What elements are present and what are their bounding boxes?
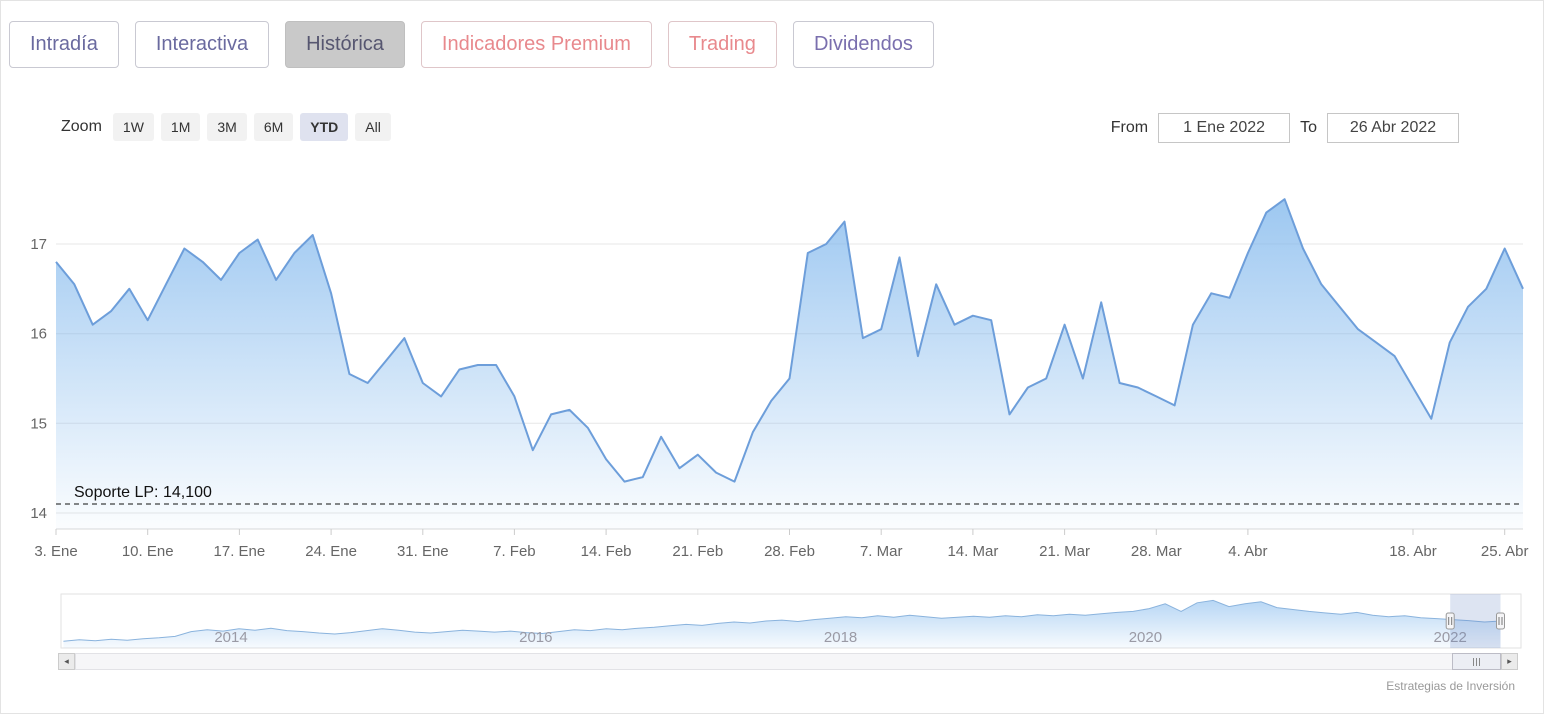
range-button-6m[interactable]: 6M xyxy=(253,113,294,141)
x-axis-label: 3. Ene xyxy=(34,543,77,560)
range-button-all[interactable]: All xyxy=(355,113,391,141)
right-arrow-icon: ▸ xyxy=(1507,656,1512,666)
left-arrow-icon: ◂ xyxy=(64,656,69,666)
main-price-chart[interactable]: 14 15 16 17 Soporte LP: 14,100 3. Ene 10. Ene 1… xyxy=(1,166,1544,566)
support-annotation-label: Soporte LP: 14,100 xyxy=(74,484,212,501)
tab-trading[interactable]: Trading xyxy=(667,21,777,68)
x-axis-label: 4. Abr xyxy=(1228,543,1267,560)
scrollbar-thumb[interactable] xyxy=(1452,653,1501,670)
zoom-label: Zoom xyxy=(61,118,102,135)
navigator-year-label: 2020 xyxy=(1129,629,1162,646)
scrollbar-left-arrow-button[interactable]: ◂ xyxy=(58,653,75,670)
navigator-year-label: 2014 xyxy=(214,629,247,646)
x-axis-label: 10. Ene xyxy=(122,543,174,560)
navigator-area-fill xyxy=(63,600,1501,648)
tab-bar: Intradía Interactiva Histórica Indicador… xyxy=(9,21,934,68)
x-axis-label: 21. Feb xyxy=(672,543,723,560)
to-label: To xyxy=(1300,119,1317,136)
x-axis-label: 18. Abr xyxy=(1389,543,1437,560)
x-axis-label: 24. Ene xyxy=(305,543,357,560)
navigator-selected-range[interactable] xyxy=(1450,594,1501,648)
range-button-1m[interactable]: 1M xyxy=(160,113,201,141)
zoom-range-selector: Zoom 1W 1M 3M 6M YTD All xyxy=(61,113,391,141)
from-label: From xyxy=(1110,119,1149,136)
thumb-grip-icon xyxy=(1473,657,1474,666)
navigator-year-label: 2022 xyxy=(1434,629,1467,646)
range-button-3m[interactable]: 3M xyxy=(207,113,247,141)
y-axis-label: 17 xyxy=(30,236,47,253)
navigator-year-label: 2018 xyxy=(824,629,857,646)
y-axis-label: 16 xyxy=(30,326,47,343)
to-date-input[interactable] xyxy=(1327,113,1459,143)
scrollbar-right-arrow-button[interactable]: ▸ xyxy=(1501,653,1518,670)
tab-dividendos[interactable]: Dividendos xyxy=(792,21,934,68)
chart-credit-link[interactable]: Estrategias de Inversión xyxy=(1386,679,1515,693)
navigator-left-handle[interactable] xyxy=(1445,612,1455,630)
x-axis-label: 14. Mar xyxy=(947,543,998,560)
x-axis-label: 7. Mar xyxy=(860,543,903,560)
price-line xyxy=(55,198,1524,483)
x-axis-label: 21. Mar xyxy=(1039,543,1090,560)
navigator-right-handle[interactable] xyxy=(1496,612,1505,630)
tab-interactiva[interactable]: Interactiva xyxy=(134,21,270,68)
range-button-1w[interactable]: 1W xyxy=(112,113,154,141)
y-axis-label: 14 xyxy=(30,505,47,522)
x-axis-label: 7. Feb xyxy=(493,543,536,560)
date-range-controls: From To xyxy=(1111,113,1459,143)
x-axis-label: 28. Mar xyxy=(1131,543,1182,560)
x-axis-label: 25. Abr xyxy=(1481,543,1529,560)
tab-intradia[interactable]: Intradía xyxy=(9,21,119,68)
tab-historica[interactable]: Histórica xyxy=(285,21,405,68)
thumb-grip-icon xyxy=(1479,657,1480,666)
scrollbar-track[interactable] xyxy=(75,653,1501,670)
tab-indicadores-premium[interactable]: Indicadores Premium xyxy=(420,21,652,68)
x-axis-label: 31. Ene xyxy=(397,543,449,560)
navigator-year-label: 2016 xyxy=(519,629,552,646)
y-axis-label: 15 xyxy=(30,415,47,432)
navigator-chart[interactable]: 2014 2016 2018 2020 2022 xyxy=(1,586,1544,658)
navigator-line xyxy=(63,599,1501,642)
price-area-fill xyxy=(56,199,1523,529)
thumb-grip-icon xyxy=(1476,657,1477,666)
range-button-ytd[interactable]: YTD xyxy=(300,113,349,141)
x-axis-label: 28. Feb xyxy=(764,543,815,560)
x-axis-label: 14. Feb xyxy=(581,543,632,560)
from-date-input[interactable] xyxy=(1158,113,1291,143)
x-axis-label: 17. Ene xyxy=(214,543,266,560)
